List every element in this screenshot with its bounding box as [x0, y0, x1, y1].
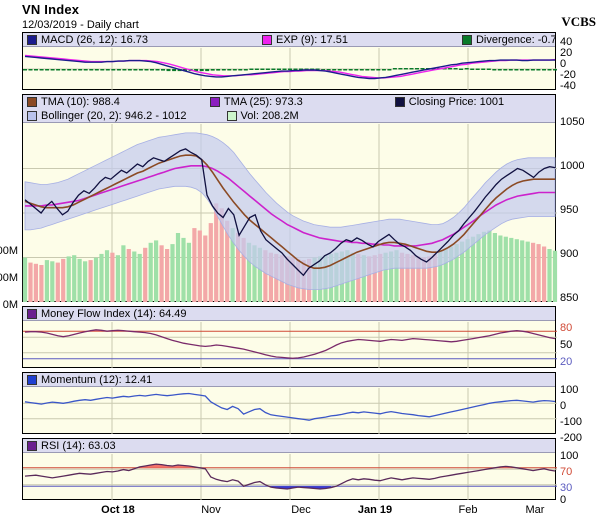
macd-panel: MACD (26, 12): 16.73 EXP (9): 17.51 Diverg… — [22, 32, 557, 90]
legend-swatch-icon — [226, 110, 237, 121]
axis-tick-label: 80 — [560, 322, 573, 334]
legend-swatch-icon — [394, 97, 405, 107]
legend-swatch-icon — [27, 97, 37, 107]
mfi-plot — [23, 322, 557, 368]
axis-tick-label: -20 — [560, 69, 576, 81]
axis-tick-label: 30 — [560, 482, 573, 494]
macd-plot — [23, 48, 557, 90]
legend-item: EXP (9): 17.51 — [262, 34, 348, 46]
axis-tick-label: 100 — [560, 384, 579, 396]
legend-swatch-icon — [27, 110, 37, 121]
axis-tick-label: 0M — [2, 299, 18, 311]
page-title: VN Index — [22, 2, 80, 17]
legend-label: Closing Price: 1001 — [408, 96, 505, 108]
legend-label: MACD (26, 12): 16.73 — [41, 33, 148, 46]
price-legend-row2: Bollinger (20, 2): 946.2 - 1012 Vol: 208.… — [23, 109, 555, 123]
axis-tick-label: 0 — [560, 400, 567, 412]
axis-tick-label: 900 — [560, 248, 579, 260]
axis-tick-label: 40 — [560, 36, 573, 48]
legend-label: RSI (14): 63.03 — [41, 439, 116, 452]
axis-tick-label: 20 — [560, 356, 573, 368]
brand-label: VCBS — [561, 14, 596, 29]
date-axis-label: Feb — [458, 504, 478, 516]
legend-label: TMA (25): 973.3 — [223, 96, 303, 108]
legend-label: Momentum (12): 12.41 — [41, 373, 153, 386]
axis-tick-label: 1000 — [560, 160, 585, 172]
axis-tick-label: -100 — [560, 416, 583, 428]
legend-item: Bollinger (20, 2): 946.2 - 1012 — [27, 110, 187, 122]
chart-subtitle: 12/03/2019 - Daily chart — [22, 19, 139, 31]
legend-swatch-icon — [209, 97, 220, 107]
axis-tick-label: 100 — [560, 450, 579, 462]
date-axis-label: Oct 18 — [101, 504, 135, 516]
axis-tick-label: 0 — [560, 494, 567, 506]
axis-tick-label: 200M — [0, 272, 18, 284]
axis-tick-label: 50 — [560, 339, 573, 351]
momentum-panel: Momentum (12): 12.41 — [22, 372, 557, 434]
legend-item: Divergence: -0.778 — [461, 33, 555, 46]
legend-label: Vol: 208.2M — [240, 109, 299, 122]
date-axis-label: Dec — [291, 504, 311, 516]
legend-label: Divergence: -0.778 — [475, 33, 555, 46]
legend-item: Closing Price: 1001 — [394, 96, 505, 108]
legend-label: TMA (10): 988.4 — [41, 96, 120, 108]
legend-swatch-icon — [27, 374, 37, 385]
axis-tick-label: -40 — [560, 80, 576, 92]
axis-tick-label: 0 — [560, 58, 567, 70]
legend-item: TMA (25): 973.3 — [209, 96, 303, 108]
axis-tick-label: 850 — [560, 292, 579, 304]
legend-item: Momentum (12): 12.41 — [27, 374, 152, 386]
price-panel: TMA (10): 988.4 TMA (25): 973.3 Closing Pr… — [22, 94, 558, 302]
legend-label: Bollinger (20, 2): 946.2 - 1012 — [41, 109, 187, 122]
legend-item: MACD (26, 12): 16.73 — [27, 34, 148, 46]
price-plot — [22, 124, 558, 302]
legend-item: Vol: 208.2M — [226, 109, 299, 122]
legend-swatch-icon — [27, 34, 37, 45]
date-axis-label: Mar — [525, 504, 545, 516]
axis-tick-label: 950 — [560, 204, 579, 216]
price-legend-row1: TMA (10): 988.4 TMA (25): 973.3 Closing Pr… — [23, 95, 555, 109]
mfi-legend: Money Flow Index (14): 64.49 — [23, 307, 555, 321]
legend-item: TMA (10): 988.4 — [27, 96, 120, 108]
legend-swatch-icon — [27, 440, 37, 451]
legend-label: Money Flow Index (14): 64.49 — [41, 307, 187, 320]
axis-tick-label: 70 — [560, 466, 573, 478]
legend-label: EXP (9): 17.51 — [276, 33, 348, 46]
date-axis-label: Jan 19 — [357, 504, 393, 516]
macd-legend: MACD (26, 12): 16.73 EXP (9): 17.51 Diverg… — [23, 33, 555, 47]
legend-item: Money Flow Index (14): 64.49 — [27, 308, 187, 320]
axis-tick-label: 400M — [0, 245, 18, 257]
mfi-panel: Money Flow Index (14): 64.49 — [22, 306, 557, 368]
date-axis-label: Nov — [201, 504, 221, 516]
momentum-plot — [23, 388, 557, 434]
rsi-panel: RSI (14): 63.03 — [22, 438, 557, 500]
legend-swatch-icon — [27, 308, 37, 319]
momentum-legend: Momentum (12): 12.41 — [23, 373, 555, 387]
rsi-plot — [23, 454, 557, 500]
rsi-legend: RSI (14): 63.03 — [23, 439, 555, 453]
axis-tick-label: -200 — [560, 432, 583, 444]
legend-swatch-icon — [461, 34, 472, 45]
axis-tick-label: 1050 — [560, 116, 585, 128]
legend-item: RSI (14): 63.03 — [27, 440, 116, 452]
legend-swatch-icon — [262, 34, 272, 45]
axis-tick-label: 20 — [560, 47, 573, 59]
